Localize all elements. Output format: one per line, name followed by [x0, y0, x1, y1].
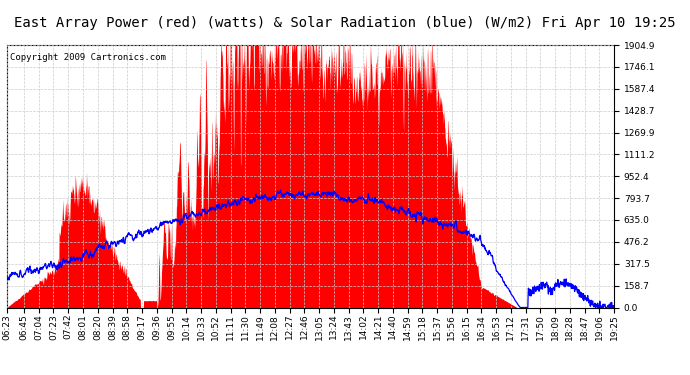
Text: Copyright 2009 Cartronics.com: Copyright 2009 Cartronics.com — [10, 53, 166, 62]
Text: East Array Power (red) (watts) & Solar Radiation (blue) (W/m2) Fri Apr 10 19:25: East Array Power (red) (watts) & Solar R… — [14, 15, 676, 30]
